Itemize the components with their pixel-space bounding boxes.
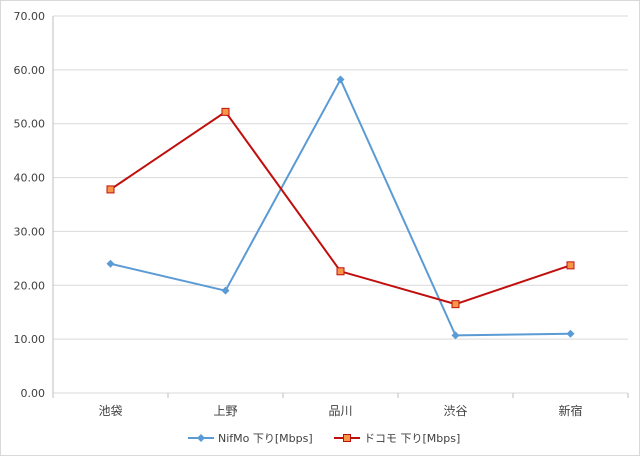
legend-label: ドコモ 下り[Mbps] (364, 432, 460, 445)
legend-label: NifMo 下り[Mbps] (218, 432, 313, 445)
x-tick-label: 渋谷 (443, 404, 467, 418)
gridlines (52, 15, 629, 398)
series-line-1 (109, 110, 571, 306)
data-point (451, 300, 460, 309)
series-lines (109, 78, 571, 337)
legend-marker (343, 434, 351, 442)
data-point (336, 267, 345, 276)
x-tick-label: 品川 (328, 404, 352, 418)
x-tick-label: 上野 (213, 404, 237, 418)
x-tick-label: 新宿 (558, 403, 582, 418)
series-line-0 (110, 78, 571, 337)
y-tick-label: 40.00 (14, 172, 46, 185)
y-tick-label: 10.00 (14, 333, 46, 346)
data-point (221, 286, 230, 295)
y-tick-label: 0.00 (21, 387, 46, 400)
y-tick-label: 20.00 (14, 279, 46, 292)
data-point (106, 259, 115, 268)
x-axis-labels: 池袋 上野 品川 渋谷 新宿 (98, 403, 582, 418)
data-point (336, 75, 345, 84)
y-tick-label: 30.00 (14, 225, 46, 238)
x-tick-label: 池袋 (98, 404, 122, 418)
series-markers (106, 75, 575, 340)
legend: NifMo 下り[Mbps] ドコモ 下り[Mbps] (188, 432, 460, 445)
y-axis-ticks: 0.00 10.00 20.00 30.00 40.00 50.00 60.00 70.00 (14, 10, 46, 400)
data-point (566, 261, 575, 270)
data-point (566, 329, 575, 338)
y-tick-label: 60.00 (14, 64, 46, 77)
data-point (451, 331, 460, 340)
y-tick-label: 70.00 (14, 10, 46, 23)
legend-marker (197, 434, 205, 442)
y-tick-label: 50.00 (14, 118, 46, 131)
data-point (106, 185, 115, 194)
data-point (221, 107, 230, 116)
